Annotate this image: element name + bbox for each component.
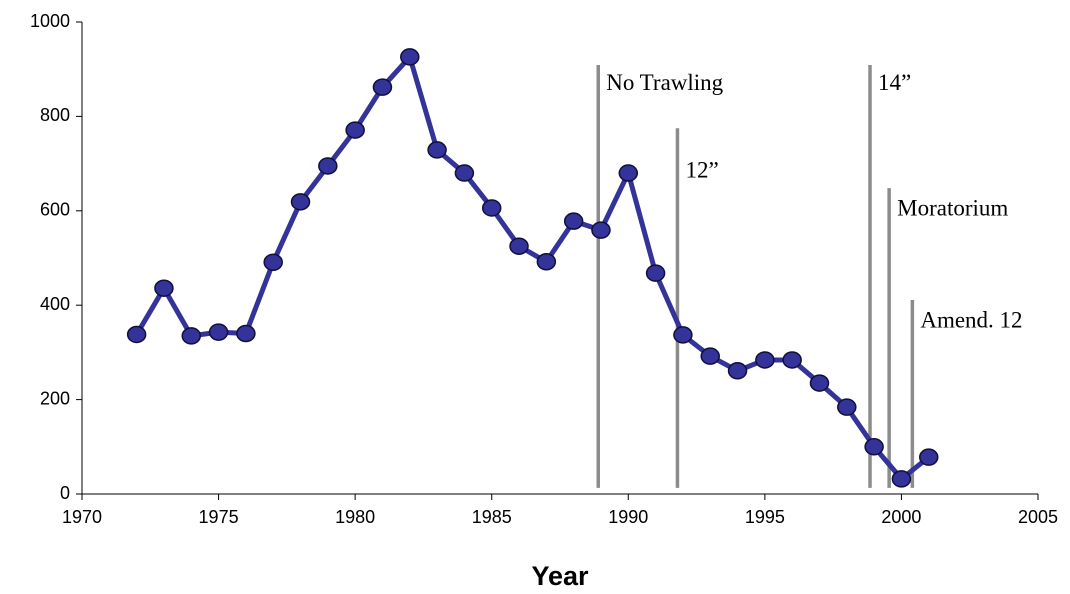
data-point [208, 323, 229, 341]
data-point [536, 253, 557, 271]
data-point [700, 347, 720, 365]
data-point [673, 326, 693, 344]
data-point [126, 325, 147, 344]
data-point [864, 438, 884, 456]
x-tick-label: 1990 [608, 507, 648, 527]
data-point [509, 237, 529, 255]
data-point [782, 351, 802, 369]
data-point [345, 121, 365, 139]
x-tick-label: 2005 [1018, 507, 1058, 527]
y-tick-label: 400 [40, 294, 70, 314]
data-point [372, 78, 393, 96]
x-tick-label: 1985 [472, 507, 512, 527]
x-tick-label: 1975 [199, 507, 239, 527]
data-point [427, 141, 447, 159]
annotation-label: 12” [685, 157, 718, 182]
y-tick-label: 1000 [30, 11, 70, 31]
data-point [481, 199, 502, 217]
data-point [618, 164, 639, 182]
data-point [809, 374, 830, 392]
data-point [236, 324, 256, 343]
annotation-label: No Trawling [606, 70, 723, 95]
data-point [263, 253, 283, 271]
x-tick-label: 1970 [62, 507, 102, 527]
data-point [837, 398, 857, 416]
data-point [181, 327, 202, 345]
y-tick-label: 200 [40, 388, 70, 408]
data-point [891, 470, 912, 488]
x-tick-label: 1995 [745, 507, 785, 527]
x-tick-label: 2000 [881, 507, 921, 527]
data-point [918, 448, 939, 466]
y-tick-label: 600 [40, 200, 70, 220]
data-point [154, 279, 174, 297]
data-point [454, 164, 475, 182]
annotation-label: Moratorium [897, 195, 1008, 220]
data-point [400, 48, 420, 66]
x-tick-label: 1980 [335, 507, 375, 527]
data-point [727, 362, 748, 380]
annotation-label: 14” [878, 70, 911, 95]
annotation-label: Amend. 12 [920, 307, 1022, 332]
x-axis-title: Year [531, 561, 589, 591]
data-point [318, 157, 338, 175]
data-point [563, 212, 584, 230]
data-line [134, 54, 931, 482]
y-tick-label: 800 [40, 105, 70, 125]
data-point [755, 351, 775, 369]
data-point [645, 264, 666, 282]
data-point [591, 221, 611, 239]
data-point [290, 193, 311, 211]
y-tick-label: 0 [60, 483, 70, 503]
